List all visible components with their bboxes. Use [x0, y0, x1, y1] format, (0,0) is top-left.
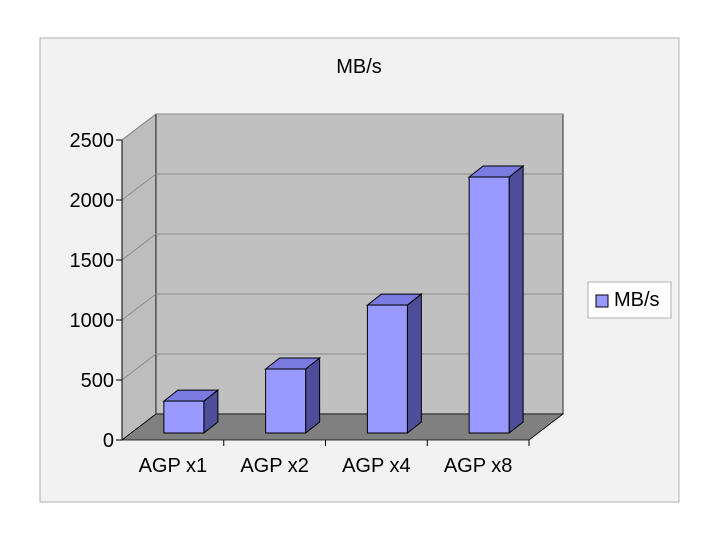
- plot-side-wall: [121, 113, 157, 441]
- legend: MB/s: [587, 281, 672, 319]
- bar: [365, 293, 423, 435]
- legend-swatch: [595, 294, 609, 308]
- gridline: [121, 233, 563, 261]
- gridline: [121, 293, 563, 321]
- gridlines: [121, 113, 563, 381]
- y-tick-label: 1000: [70, 310, 115, 332]
- bar-side: [305, 357, 321, 435]
- bar: [264, 357, 322, 435]
- bar-side: [508, 165, 524, 435]
- bar-front: [265, 368, 307, 434]
- chart-title: MB/s: [336, 56, 382, 78]
- plot-floor: [120, 413, 565, 441]
- gridline: [121, 353, 563, 381]
- y-tick-label: 2000: [70, 190, 115, 212]
- y-tick-label: 2500: [70, 130, 115, 152]
- x-tick-label: AGP x2: [240, 455, 309, 477]
- bar-front: [468, 176, 510, 434]
- x-tick-label: AGP x8: [444, 455, 513, 477]
- bar: [162, 389, 220, 435]
- y-tick-label: 500: [81, 370, 114, 392]
- gridline: [121, 113, 563, 141]
- y-tick-label: 0: [103, 430, 114, 452]
- x-tick-label: AGP x4: [342, 455, 411, 477]
- bar-front: [366, 304, 408, 434]
- bar-front: [163, 400, 205, 434]
- legend-label: MB/s: [614, 289, 660, 311]
- gridline: [121, 173, 563, 201]
- bar: [467, 165, 525, 435]
- x-axis-ticks: AGP x1 AGP x2 AGP x4 AGP x8: [139, 440, 530, 477]
- x-tick-label: AGP x1: [139, 455, 208, 477]
- bar-side: [406, 293, 422, 435]
- y-axis-ticks: 0 500 1000 1500 2000 2500: [70, 130, 123, 452]
- y-tick-label: 1500: [70, 250, 115, 272]
- bars: [162, 165, 525, 435]
